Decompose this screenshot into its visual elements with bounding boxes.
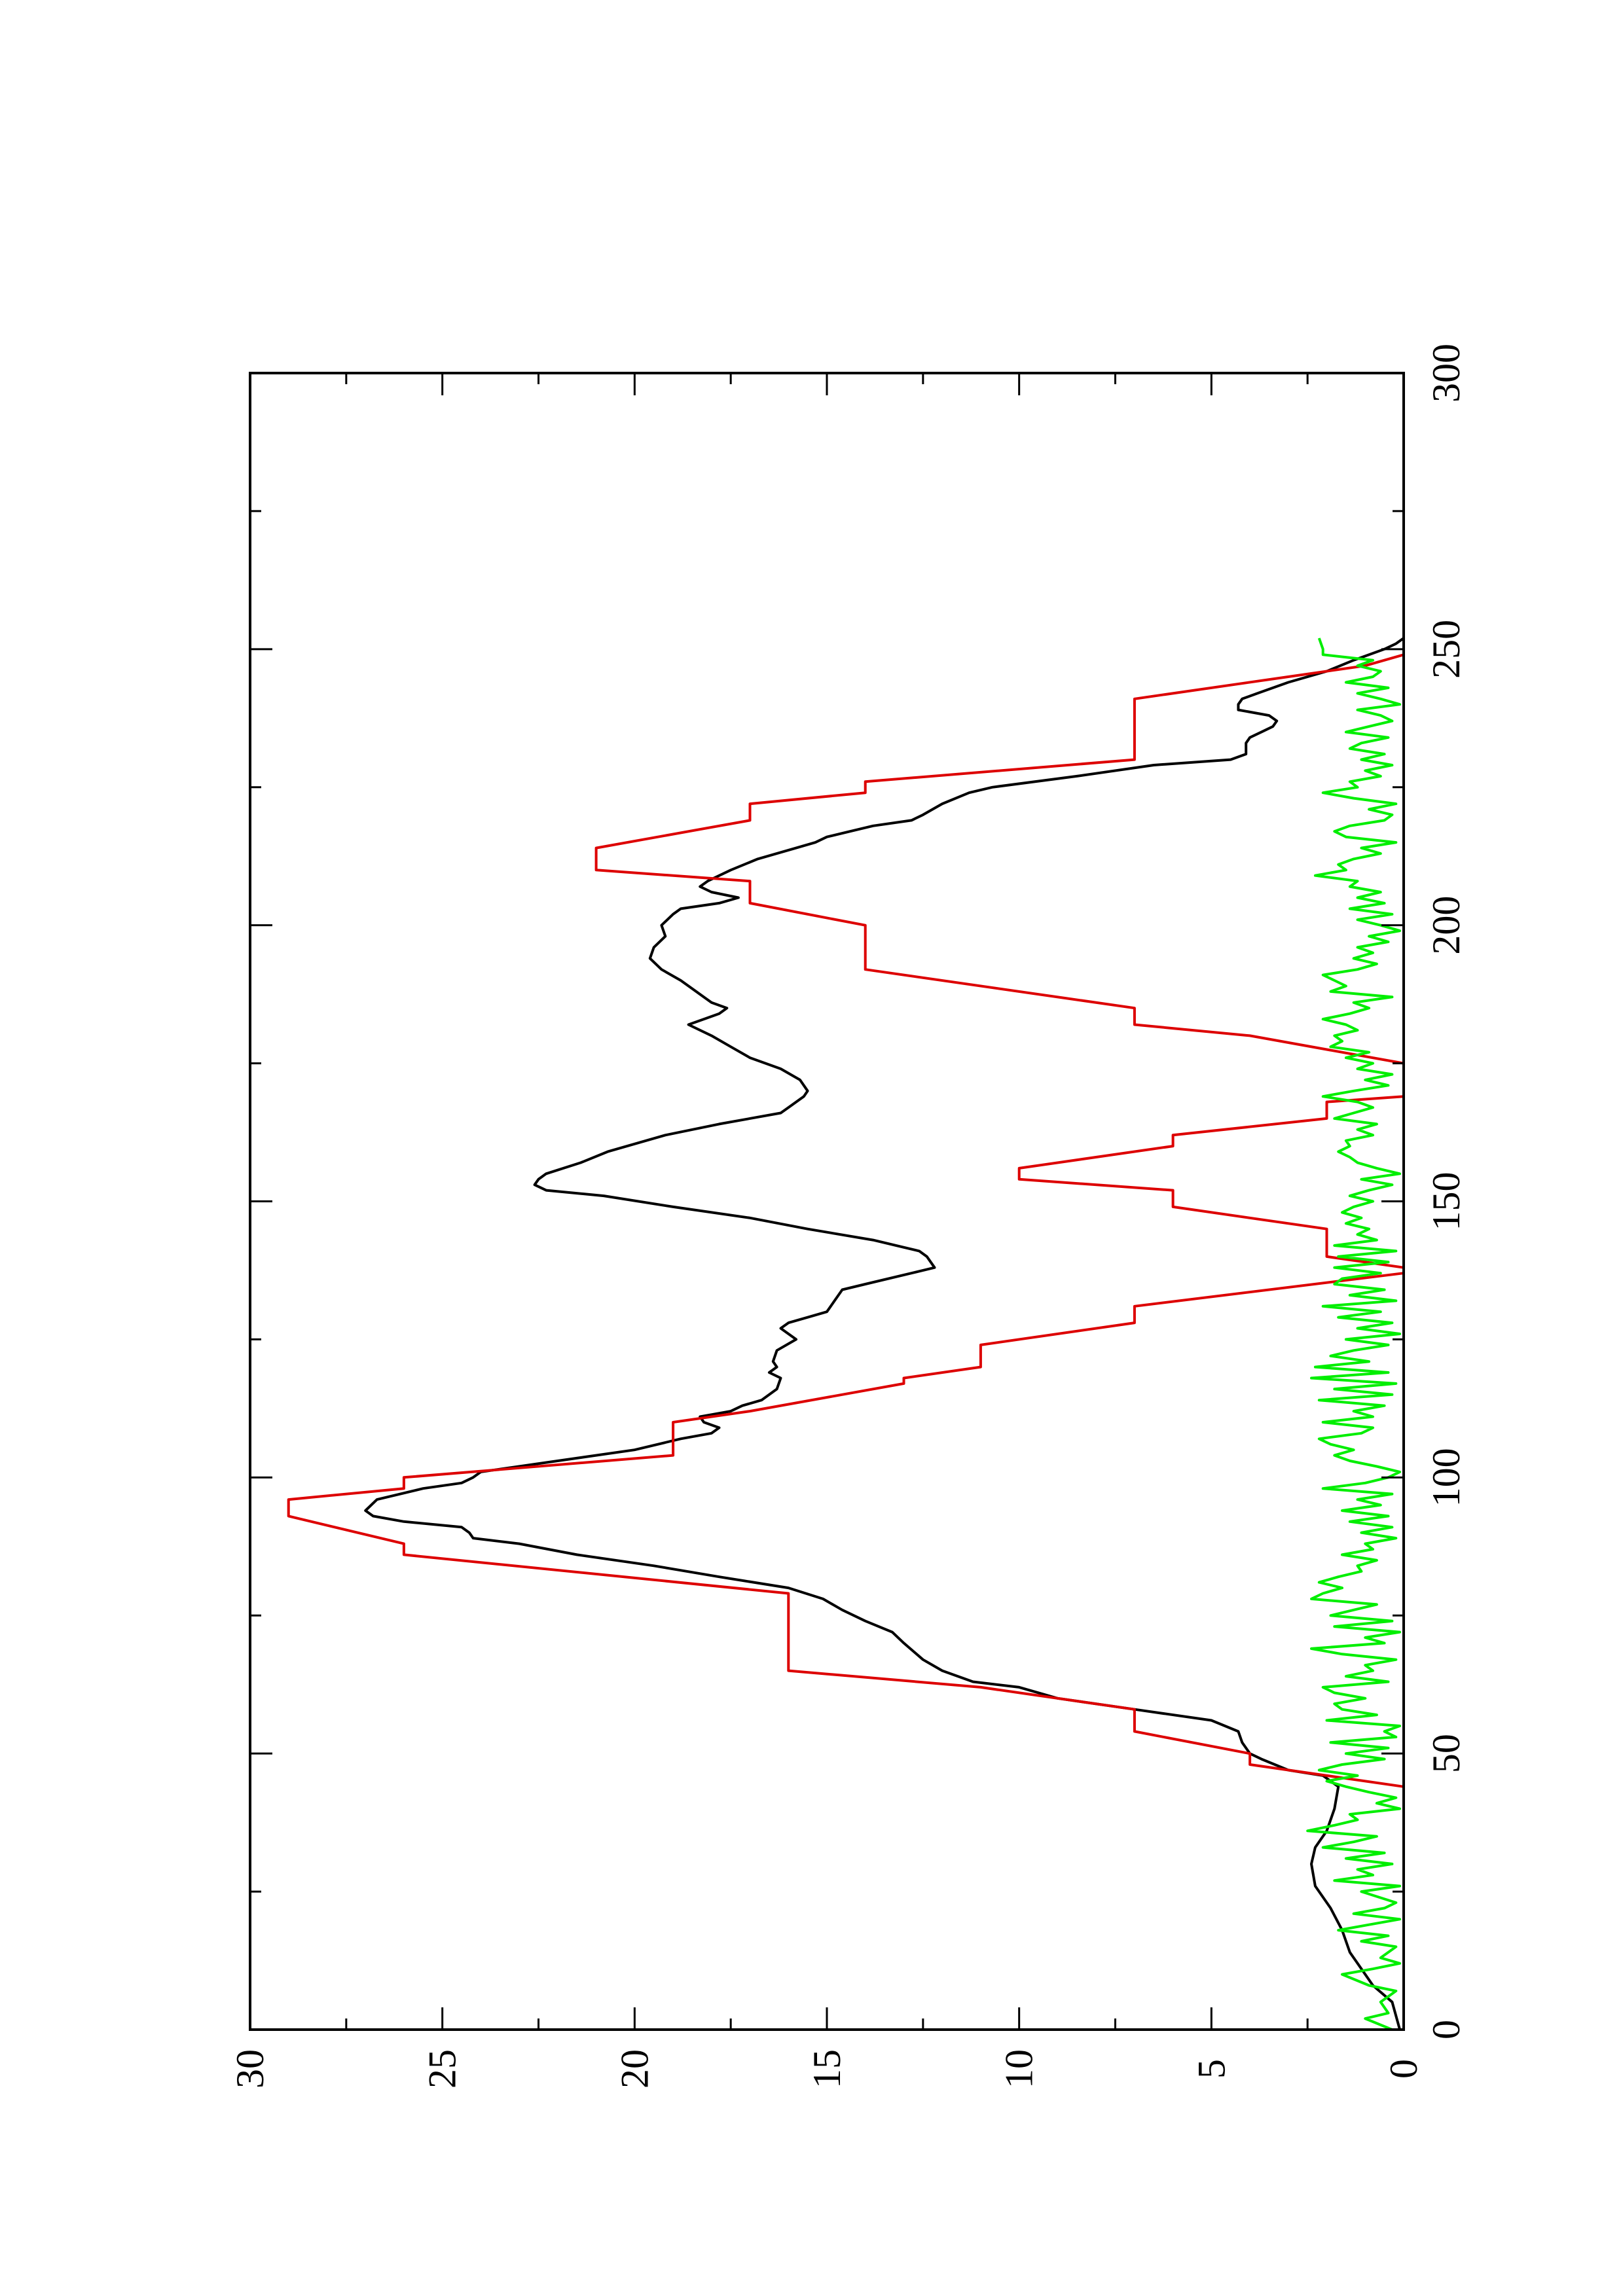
x-tick-label: 250 <box>1425 620 1468 679</box>
y-tick-labels: 0 5 10 15 20 25 30 <box>228 2049 1425 2089</box>
plot-frame <box>249 372 1405 2031</box>
series-line-1 <box>364 637 1405 2030</box>
x-tick-label: 0 <box>1425 2020 1468 2039</box>
y-tick-label: 30 <box>228 2049 272 2089</box>
y-tick-label: 5 <box>1190 2059 1233 2079</box>
y-tick-label: 10 <box>998 2049 1041 2089</box>
x-tick-label: 300 <box>1425 344 1468 403</box>
series-line-2 <box>287 1272 1404 1788</box>
y-tick-label: 25 <box>421 2049 464 2089</box>
x-tick-label: 100 <box>1425 1448 1468 1507</box>
x-tick-labels: 0 50 100 150 200 250 300 <box>1425 344 1468 2039</box>
x-tick-label: 200 <box>1425 896 1468 955</box>
y-tick-label: 20 <box>613 2049 656 2089</box>
y-tick-label: 15 <box>805 2049 848 2089</box>
x-tick-label: 150 <box>1425 1172 1468 1231</box>
axis-ticks <box>249 372 1405 2031</box>
series-line-5 <box>1306 637 1402 2031</box>
y-tick-label: 0 <box>1382 2059 1425 2079</box>
x-tick-label: 50 <box>1425 1734 1468 1773</box>
plot-lines <box>287 637 1405 2031</box>
series-line-4 <box>594 653 1404 1065</box>
series-line-3 <box>1017 1095 1404 1269</box>
